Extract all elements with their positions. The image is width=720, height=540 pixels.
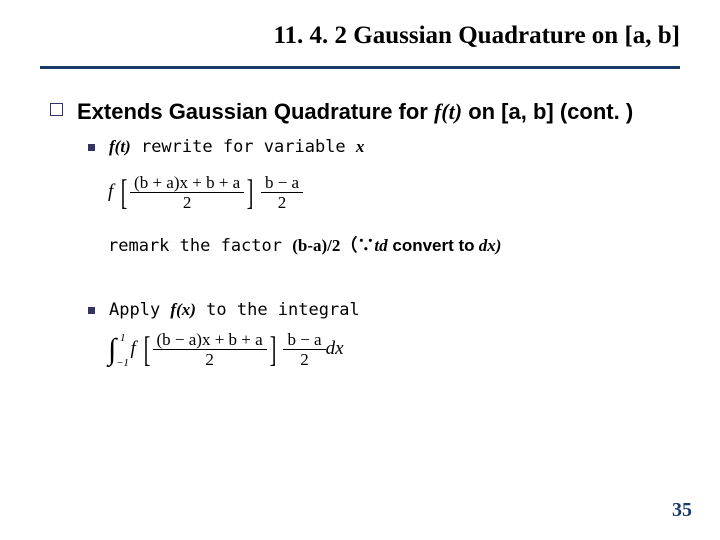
f2-num1: (b − a)x + b + a — [153, 330, 267, 351]
main-bullet-row: Extends Gaussian Quadrature for f(t) on … — [50, 97, 670, 127]
remark-pre: remark the factor — [108, 236, 292, 256]
remark-open: （∵ — [340, 236, 374, 255]
sub2-post: to the integral — [196, 300, 360, 320]
slide: 11. 4. 2 Gaussian Quadrature on [a, b] E… — [0, 0, 720, 540]
sub-bullet-2: Apply f(x) to the integral — [88, 300, 670, 320]
int-high: 1 — [120, 334, 126, 343]
f1-f: f — [108, 181, 113, 202]
remark-conv: convert to — [388, 236, 475, 255]
main-ft: f(t) — [434, 99, 462, 124]
remark-td: td — [374, 236, 387, 255]
f2-frac2: b − a2 — [283, 330, 325, 370]
f2-den1: 2 — [153, 350, 267, 370]
sub1-rest: rewrite for variable — [131, 137, 356, 157]
f2-frac1: (b − a)x + b + a2 — [153, 330, 267, 370]
f1-frac2: b − a2 — [261, 173, 303, 213]
f1-lbrak: [ — [121, 178, 128, 207]
formula-1: f [(b + a)x + b + a2] b − a2 — [108, 173, 670, 213]
sub1-text: f(t) rewrite for variable x — [109, 137, 364, 157]
sub-bullet-1: f(t) rewrite for variable x — [88, 137, 670, 157]
f2-f: f — [130, 338, 135, 359]
main-prefix: Extends Gaussian Quadrature for — [77, 99, 434, 124]
sub2-pre: Apply — [109, 300, 170, 320]
f2-lbrak: [ — [143, 335, 150, 364]
f1-num1: (b + a)x + b + a — [130, 173, 244, 194]
square-bullet-icon — [88, 144, 95, 151]
f1-num2: b − a — [261, 173, 303, 194]
remark-factor: (b-a)/2 — [292, 236, 340, 255]
sub2-fx: f(x) — [170, 300, 195, 319]
content-area: Extends Gaussian Quadrature for f(t) on … — [0, 69, 720, 370]
f1-frac1: (b + a)x + b + a2 — [130, 173, 244, 213]
main-bullet-text: Extends Gaussian Quadrature for f(t) on … — [77, 97, 633, 127]
remark-line: remark the factor (b-a)/2（∵td convert to… — [108, 231, 670, 256]
int-low: −1 — [116, 359, 129, 368]
integral-icon: ∫1−1 — [108, 338, 116, 362]
main-suffix: on [a, b] (cont. ) — [462, 99, 633, 124]
page-number: 35 — [672, 499, 692, 522]
remark-dx: dx) — [475, 236, 502, 255]
formula1-content: f [(b + a)x + b + a2] b − a2 — [108, 181, 303, 202]
checkbox-bullet-icon — [50, 103, 63, 116]
f1-den2: 2 — [261, 193, 303, 213]
f2-num2: b − a — [283, 330, 325, 351]
title-area: 11. 4. 2 Gaussian Quadrature on [a, b] — [0, 0, 720, 58]
f1-den1: 2 — [130, 193, 244, 213]
sub2-text: Apply f(x) to the integral — [109, 300, 360, 320]
slide-title: 11. 4. 2 Gaussian Quadrature on [a, b] — [40, 22, 680, 50]
f1-rbrak: ] — [247, 178, 254, 207]
sub1-ft: f(t) — [109, 137, 131, 156]
f2-rbrak: ] — [269, 335, 276, 364]
formula-2: ∫1−1 f [(b − a)x + b + a2] b − a2dx — [108, 330, 670, 370]
formula2-content: ∫1−1 f [(b − a)x + b + a2] b − a2dx — [108, 338, 344, 359]
f2-dx: dx — [326, 338, 344, 359]
sub1-x: x — [356, 137, 365, 156]
square-bullet-icon — [88, 307, 95, 314]
f2-den2: 2 — [283, 350, 325, 370]
